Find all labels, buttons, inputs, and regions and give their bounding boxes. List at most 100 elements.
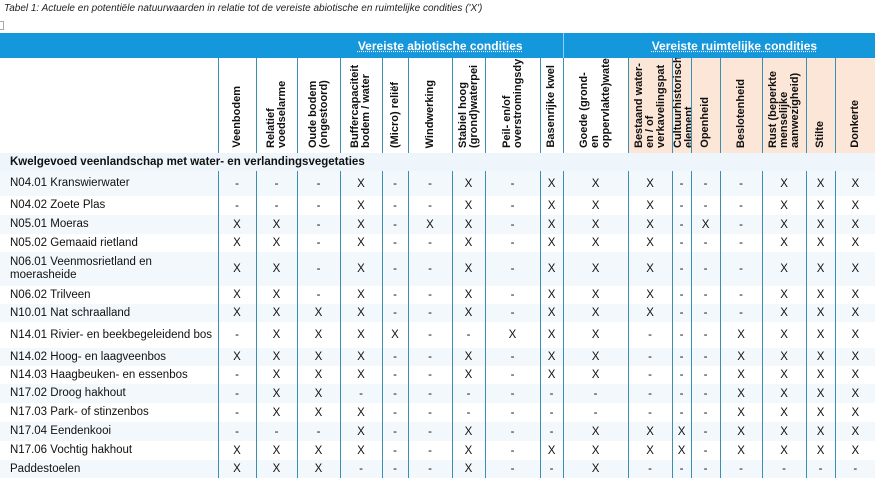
condition-cell: - — [407, 286, 452, 304]
condition-cell: X — [217, 286, 256, 304]
condition-cell: X — [627, 304, 673, 322]
row-label: N06.01 Veenmosrietland en moerasheide — [0, 252, 218, 286]
condition-cell: - — [690, 422, 721, 441]
column-header-label: Basenrijke kwel — [546, 65, 558, 148]
condition-cell: - — [339, 384, 382, 403]
condition-cell: - — [484, 384, 540, 403]
condition-cell: - — [690, 441, 721, 460]
condition-cell: X — [761, 441, 807, 460]
condition-cell: X — [255, 286, 297, 304]
table-row: N05.01 Moeras X X - X - X X - X X X - X - X X X — [0, 215, 875, 234]
condition-cell: X — [627, 234, 673, 252]
table-row: N04.01 Kranswierwater - - - X - - X - X X X - - - X X X — [0, 171, 875, 196]
condition-cell: X — [339, 171, 382, 196]
condition-cell: - — [562, 403, 629, 422]
condition-cell: - — [484, 422, 540, 441]
condition-cell: X — [805, 286, 836, 304]
condition-cell: - — [690, 460, 721, 478]
condition-cell: - — [381, 304, 408, 322]
row-label: N04.01 Kranswierwater — [0, 171, 218, 196]
column-header: Peil- en/of overstromingsdynamiek — [484, 58, 540, 153]
condition-cell: - — [671, 196, 692, 215]
condition-cell: X — [761, 366, 807, 384]
row-label: N06.02 Trilveen — [10, 288, 91, 301]
condition-cell: X — [562, 348, 629, 366]
condition-cell: X — [719, 422, 763, 441]
condition-cell: X — [805, 384, 836, 403]
column-header: Oude bodem (ongestoord) — [296, 58, 340, 153]
condition-cell: X — [339, 441, 382, 460]
condition-cell: X — [217, 460, 256, 478]
table-row: N17.03 Park- of stinzenbos - X X X - - - - - - - - - X… — [0, 403, 875, 422]
table-row: N06.01 Veenmosrietland en moerasheide X X -… — [0, 252, 875, 286]
condition-cell: X — [339, 403, 382, 422]
table-row: N06.02 Trilveen X X - X - - X - X X X - - - X X X — [0, 286, 875, 304]
condition-cell: - — [296, 234, 340, 252]
condition-cell: - — [719, 171, 763, 196]
condition-cell: - — [484, 366, 540, 384]
condition-cell: X — [255, 234, 297, 252]
condition-cell: X — [217, 441, 256, 460]
condition-cell: X — [451, 441, 485, 460]
column-header: Stabiel hoog (grond)waterpei — [451, 58, 485, 153]
condition-cell: X — [539, 252, 564, 286]
row-label: N17.06 Vochtig hakhout — [10, 444, 133, 456]
condition-cell: - — [690, 171, 721, 196]
condition-cell: X — [451, 304, 485, 322]
condition-cell: X — [451, 348, 485, 366]
condition-cell: X — [834, 196, 875, 215]
condition-cell: - — [381, 422, 408, 441]
condition-cell: - — [690, 304, 721, 322]
condition-cell: X — [562, 304, 629, 322]
column-header: Goede (grond- en oppervlakte)waterkwalit… — [562, 58, 629, 153]
condition-cell: X — [562, 234, 629, 252]
condition-cell: - — [451, 384, 485, 403]
condition-cell: X — [834, 252, 875, 286]
condition-cell: X — [834, 286, 875, 304]
row-label: N17.03 Park- of stinzenbos — [10, 406, 149, 418]
condition-cell: - — [407, 403, 452, 422]
condition-cell: - — [719, 196, 763, 215]
condition-cell: X — [719, 348, 763, 366]
condition-cell: - — [381, 441, 408, 460]
condition-cell: - — [407, 441, 452, 460]
condition-cell: X — [805, 441, 836, 460]
condition-cell: X — [539, 171, 564, 196]
condition-cell: - — [296, 215, 340, 234]
condition-cell: - — [690, 348, 721, 366]
condition-cell: X — [451, 196, 485, 215]
column-header-label: (Micro) reliëf — [389, 81, 401, 148]
condition-cell: - — [671, 304, 692, 322]
condition-cell: X — [761, 384, 807, 403]
condition-cell: - — [451, 322, 485, 348]
row-label: N17.02 Droog hakhout — [0, 384, 218, 403]
condition-cell: X — [562, 286, 629, 304]
column-header: Basenrijke kwel — [539, 58, 564, 153]
column-header-label: Goede (grond- en oppervlakte)waterkwalit… — [579, 58, 613, 148]
condition-cell: - — [484, 234, 540, 252]
column-header-label: Stilte — [815, 121, 827, 148]
condition-cell: X — [451, 234, 485, 252]
condition-cell: X — [296, 366, 340, 384]
condition-cell: - — [671, 348, 692, 366]
column-header: Donkerte — [834, 58, 875, 153]
column-header-label: Bestaand water- en / of verkavelingspat — [633, 63, 667, 148]
condition-cell: - — [719, 215, 763, 234]
row-label: Paddestoelen — [0, 460, 218, 478]
condition-cell: X — [761, 403, 807, 422]
row-label: N04.02 Zoete Plas — [10, 199, 106, 211]
condition-cell: - — [484, 196, 540, 215]
condition-cell: X — [805, 322, 836, 348]
condition-cell: - — [671, 384, 692, 403]
condition-cell: - — [484, 403, 540, 422]
condition-cell: - — [407, 348, 452, 366]
condition-cell: X — [451, 252, 485, 286]
condition-cell: - — [761, 460, 807, 478]
condition-cell: - — [671, 366, 692, 384]
condition-cell: X — [255, 384, 297, 403]
condition-cell: X — [451, 171, 485, 196]
condition-cell: - — [407, 234, 452, 252]
condition-cell: X — [217, 215, 256, 234]
condition-cell: - — [539, 403, 564, 422]
condition-cell: - — [627, 348, 673, 366]
